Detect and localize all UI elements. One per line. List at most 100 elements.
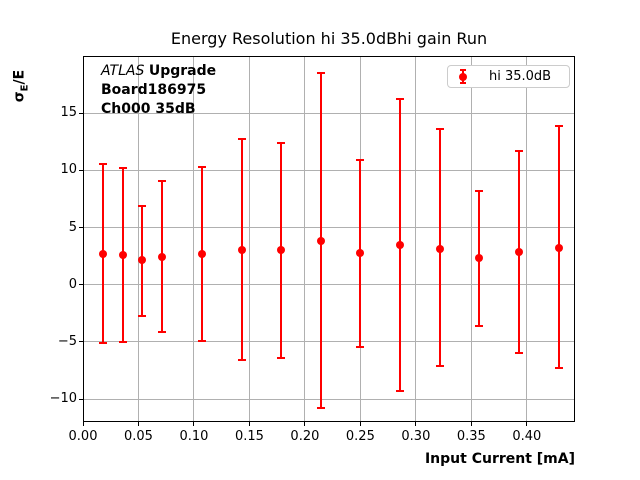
legend-errorbar-marker	[459, 73, 467, 81]
data-point-marker	[316, 237, 325, 246]
legend-errorbar-icon	[448, 66, 478, 87]
y-tick-mark	[79, 227, 83, 229]
error-bar-cap-bottom	[237, 359, 246, 362]
x-tick-label: 0.25	[345, 429, 375, 444]
error-bar-cap-bottom	[316, 407, 325, 410]
y-tick-mark	[79, 398, 83, 400]
error-bar-cap-bottom	[475, 324, 484, 327]
y-axis-label-symbol: σ	[11, 91, 28, 103]
error-bar-cap-top	[316, 72, 325, 75]
error-bar-cap-top	[475, 189, 484, 192]
error-bar-cap-top	[356, 159, 365, 162]
data-point-marker	[277, 246, 286, 255]
annotation-upgrade: Upgrade	[148, 63, 217, 79]
data-point-marker	[138, 255, 147, 264]
error-bar-cap-bottom	[277, 356, 286, 359]
x-gridline	[304, 56, 306, 422]
error-bar-cap-bottom	[158, 330, 167, 333]
y-axis-label-subscript: E	[19, 84, 31, 92]
x-tick-mark	[137, 422, 139, 426]
y-gridline	[83, 227, 575, 229]
x-tick-mark	[526, 422, 528, 426]
y-gridline	[83, 398, 575, 400]
error-bar-cap-bottom	[197, 339, 206, 342]
data-point-marker	[356, 249, 365, 258]
error-bar-cap-top	[118, 167, 127, 170]
plot-annotation: ATLAS Upgrade Board186975 Ch000 35dB	[101, 62, 216, 119]
x-tick-label: 0.05	[123, 429, 153, 444]
y-tick-label: 10	[60, 162, 77, 178]
data-point-marker	[435, 244, 444, 253]
x-tick-mark	[470, 422, 472, 426]
error-bar-cap-top	[396, 98, 404, 101]
x-tick-label: 0.10	[179, 429, 209, 444]
data-point-marker	[554, 244, 563, 253]
x-tick-mark	[82, 422, 84, 426]
y-axis-label: σE/E	[12, 70, 31, 102]
y-tick-label: 15	[60, 105, 77, 121]
x-tick-label: 0.15	[234, 429, 264, 444]
error-bar-cap-top	[237, 138, 246, 141]
y-gridline	[83, 169, 575, 171]
x-gridline	[82, 56, 84, 422]
error-bar-cap-bottom	[396, 390, 404, 393]
x-axis-label: Input Current [mA]	[424, 451, 575, 467]
x-gridline	[415, 56, 417, 422]
annotation-board: Board186975	[101, 82, 207, 98]
x-tick-mark	[304, 422, 306, 426]
legend-entry-label: hi 35.0dB	[489, 69, 552, 84]
annotation-experiment: ATLAS	[101, 63, 145, 79]
x-tick-mark	[248, 422, 250, 426]
legend-errorbar-cap-top	[460, 69, 466, 71]
y-gridline	[83, 284, 575, 286]
x-gridline	[470, 56, 472, 422]
error-bar-cap-top	[514, 149, 523, 152]
y-tick-label: 0	[68, 276, 77, 292]
error-bar-cap-top	[554, 124, 563, 127]
y-tick-mark	[79, 169, 83, 171]
y-axis-label-rest: /E	[11, 69, 28, 85]
data-point-marker	[98, 249, 107, 258]
x-gridline	[248, 56, 250, 422]
x-tick-mark	[193, 422, 195, 426]
y-gridline	[83, 341, 575, 343]
error-bar-cap-top	[197, 165, 206, 168]
x-tick-label: 0.30	[401, 429, 431, 444]
x-tick-label: 0.35	[456, 429, 486, 444]
error-bar-cap-bottom	[356, 345, 365, 348]
error-bar-cap-top	[277, 141, 286, 144]
x-tick-label: 0.40	[512, 429, 542, 444]
error-bar-cap-top	[138, 204, 147, 207]
x-tick-mark	[415, 422, 417, 426]
error-bar-cap-top	[158, 179, 167, 182]
annotation-line-1: ATLAS Upgrade	[101, 62, 216, 81]
data-point-marker	[158, 253, 167, 262]
legend-errorbar-cap-bottom	[460, 82, 466, 84]
data-point-marker	[475, 254, 484, 263]
data-point-marker	[118, 251, 127, 259]
error-bar-cap-bottom	[554, 367, 563, 370]
data-point-marker	[514, 247, 523, 256]
y-tick-mark	[79, 341, 83, 343]
x-gridline	[137, 56, 139, 422]
error-bar-cap-bottom	[435, 364, 444, 367]
error-bar-cap-bottom	[514, 352, 523, 355]
y-tick-label: −10	[49, 391, 77, 407]
x-tick-mark	[359, 422, 361, 426]
y-tick-label: 5	[68, 219, 77, 235]
error-bar-cap-bottom	[118, 340, 127, 343]
error-bar-cap-bottom	[138, 314, 147, 317]
y-tick-mark	[79, 284, 83, 286]
y-tick-label: −5	[57, 333, 77, 349]
x-gridline	[526, 56, 528, 422]
y-gridline	[83, 112, 575, 114]
data-point-marker	[237, 246, 246, 255]
error-bar-cap-bottom	[98, 342, 107, 345]
y-tick-mark	[79, 112, 83, 114]
x-tick-label: 0.00	[68, 429, 98, 444]
annotation-channel: Ch000 35dB	[101, 101, 196, 117]
data-point-marker	[197, 250, 206, 259]
legend: hi 35.0dB	[447, 65, 570, 88]
data-point-marker	[396, 240, 404, 249]
